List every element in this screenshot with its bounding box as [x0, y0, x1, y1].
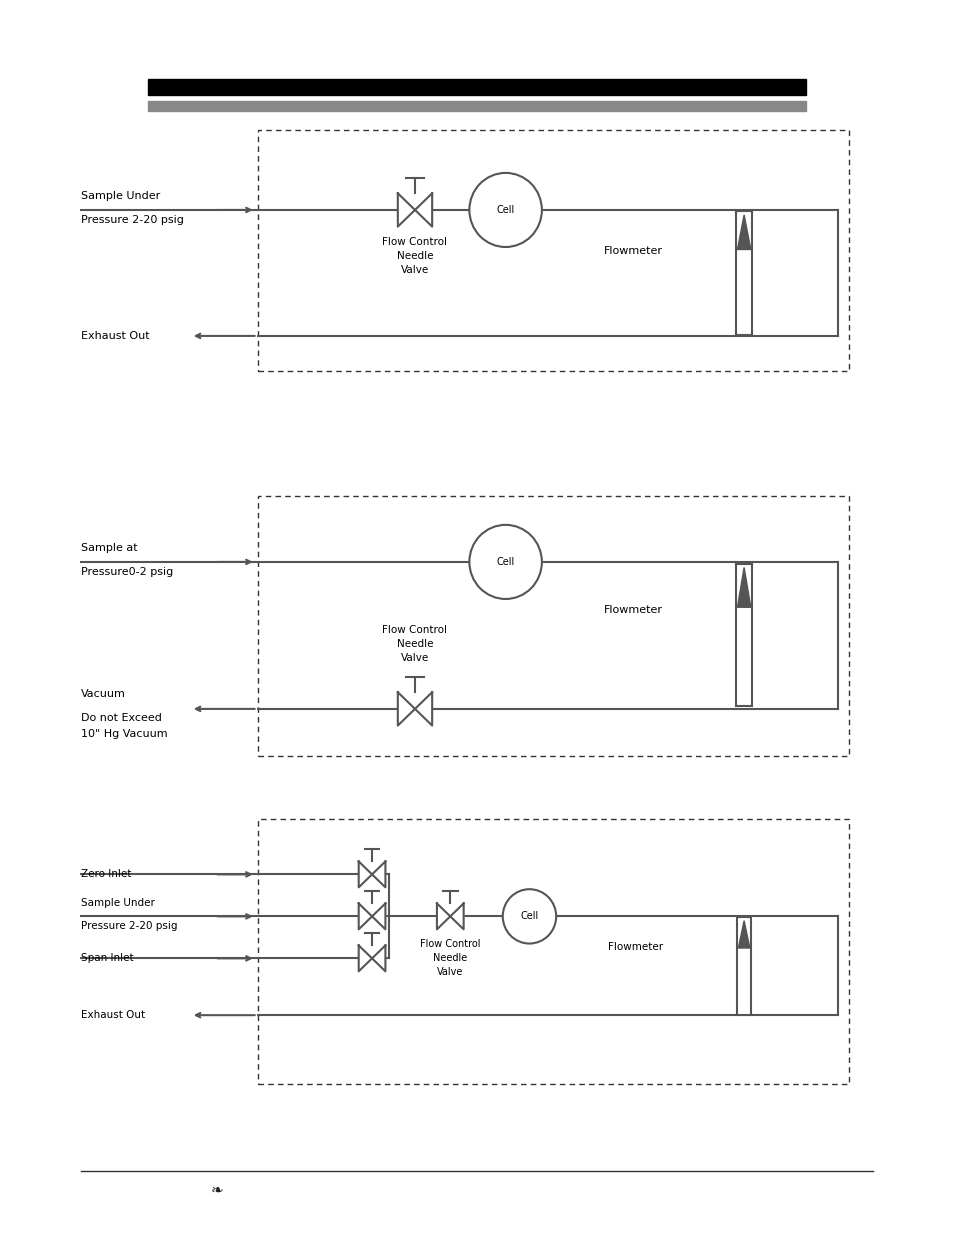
Polygon shape — [358, 946, 372, 971]
Text: Flow Control
Needle
Valve: Flow Control Needle Valve — [419, 939, 480, 977]
Ellipse shape — [469, 525, 541, 599]
Text: Cell: Cell — [496, 205, 515, 215]
Text: Do not Exceed: Do not Exceed — [81, 713, 162, 722]
Text: Flowmeter: Flowmeter — [607, 942, 662, 952]
Text: Cell: Cell — [519, 911, 538, 921]
Text: ❧: ❧ — [211, 1183, 224, 1198]
Bar — [737, 916, 750, 1015]
Polygon shape — [737, 568, 750, 608]
Text: Exhaust Out: Exhaust Out — [81, 331, 150, 341]
Text: Vacuum: Vacuum — [81, 689, 126, 699]
Bar — [148, 101, 805, 111]
Bar — [257, 819, 848, 1084]
Polygon shape — [397, 194, 415, 227]
Text: Zero Inlet: Zero Inlet — [81, 869, 132, 879]
Text: Flow Control
Needle
Valve: Flow Control Needle Valve — [382, 237, 447, 275]
Text: Span Inlet: Span Inlet — [81, 953, 133, 963]
Bar — [257, 496, 848, 756]
Text: Pressure 2-20 psig: Pressure 2-20 psig — [81, 215, 184, 225]
Polygon shape — [450, 904, 463, 929]
Text: Sample at: Sample at — [81, 543, 137, 553]
Text: 10" Hg Vacuum: 10" Hg Vacuum — [81, 729, 168, 739]
Bar — [257, 130, 848, 370]
Polygon shape — [372, 862, 385, 887]
Ellipse shape — [469, 173, 541, 247]
Bar — [736, 563, 751, 706]
Text: Flowmeter: Flowmeter — [603, 605, 662, 615]
Text: Flowmeter: Flowmeter — [603, 246, 662, 256]
Polygon shape — [415, 194, 432, 227]
Polygon shape — [358, 862, 372, 887]
Text: Pressure0-2 psig: Pressure0-2 psig — [81, 567, 173, 577]
Text: Flow Control
Needle
Valve: Flow Control Needle Valve — [382, 625, 447, 663]
Polygon shape — [372, 904, 385, 929]
Polygon shape — [415, 692, 432, 726]
Text: Cell: Cell — [496, 557, 515, 567]
Text: Sample Under: Sample Under — [81, 898, 154, 908]
Polygon shape — [372, 946, 385, 971]
Bar — [736, 211, 751, 335]
Ellipse shape — [502, 889, 556, 944]
Text: Sample Under: Sample Under — [81, 191, 160, 201]
Polygon shape — [397, 692, 415, 726]
Polygon shape — [738, 921, 749, 948]
Text: Exhaust Out: Exhaust Out — [81, 1010, 145, 1020]
Polygon shape — [436, 904, 450, 929]
Polygon shape — [358, 904, 372, 929]
Bar — [148, 79, 805, 95]
Polygon shape — [737, 215, 750, 249]
Text: Pressure 2-20 psig: Pressure 2-20 psig — [81, 921, 177, 931]
